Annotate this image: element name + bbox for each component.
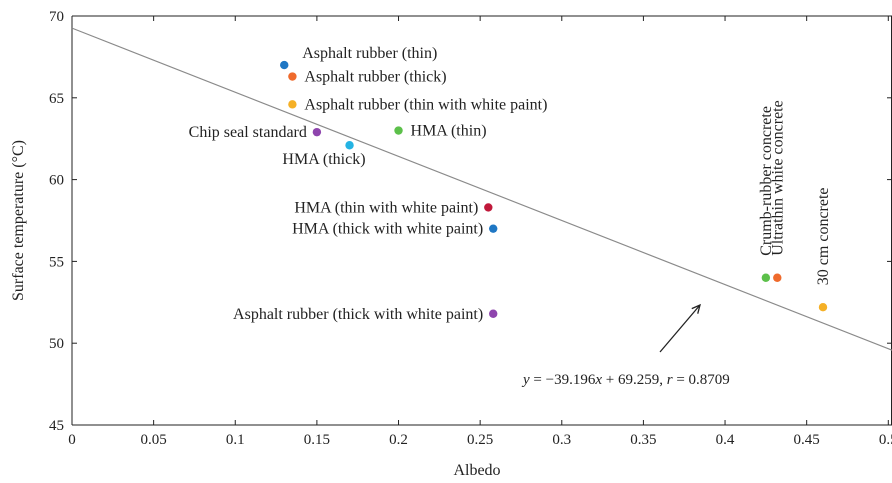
equation-part: + 69.259, [602, 372, 667, 388]
point-label: Chip seal standard [189, 124, 307, 141]
x-tick-label: 0.2 [389, 432, 408, 448]
data-points [280, 60, 828, 318]
point-label: Ultrathin white concrete [769, 100, 786, 256]
x-tick-label: 0 [68, 432, 76, 448]
data-point [489, 224, 498, 233]
point-label: Asphalt rubber (thin) [302, 45, 437, 62]
point-label: Asphalt rubber (thick) [304, 69, 446, 86]
data-point [288, 100, 297, 109]
equation-variable: y [521, 372, 530, 388]
x-tick-label: 0.45 [794, 432, 820, 448]
x-tick-label: 0.05 [141, 432, 167, 448]
annotation-arrowhead [691, 303, 701, 314]
equation-annotation: y = −39.196x + 69.259, r = 0.8709 [521, 303, 730, 388]
x-tick-label: 0.4 [716, 432, 735, 448]
regression-line [71, 27, 892, 351]
data-point [818, 303, 828, 312]
point-label: HMA (thin with white paint) [294, 199, 478, 216]
equation-variable: r [667, 372, 673, 388]
point-label: 30 cm concrete [815, 187, 832, 285]
x-tick-label: 0.35 [630, 432, 656, 448]
x-tick-label: 0.3 [552, 432, 571, 448]
point-label: Asphalt rubber (thick with white paint) [233, 306, 483, 323]
x-tick-label: 0.5 [879, 432, 892, 448]
equation-part: = 0.8709 [673, 372, 730, 388]
point-label: HMA (thick) [282, 151, 365, 168]
y-tick-label: 60 [49, 173, 64, 189]
y-tick-label: 45 [49, 418, 64, 434]
axes: 0 0.05 0.1 0.15 0.2 0.25 0.3 0.35 0.4 0.45 0.5 45 50… [10, 9, 892, 479]
point-labels: Asphalt rubber (thin) Asphalt rubber (thi… [189, 45, 832, 323]
data-point [761, 273, 771, 282]
y-tick-label: 50 [49, 336, 64, 352]
data-point [773, 273, 782, 282]
x-axis-title: Albedo [453, 462, 500, 479]
point-label: HMA (thin) [411, 123, 487, 140]
data-point [489, 309, 498, 318]
regression-line-group [71, 27, 892, 351]
data-point [345, 141, 354, 150]
y-tick-label: 65 [49, 91, 64, 107]
point-label: HMA (thick with white paint) [292, 221, 483, 238]
data-point [312, 127, 322, 137]
point-label: Asphalt rubber (thin with white paint) [304, 96, 547, 113]
point-label: Crumb-rubber concrete [758, 106, 775, 256]
annotation-arrow [659, 304, 701, 353]
x-tick-label: 0.1 [226, 432, 245, 448]
equation-part: = −39.196 [530, 372, 596, 388]
data-point [280, 60, 289, 70]
equation-text: y = −39.196x + 69.259, r = 0.8709 [521, 372, 730, 388]
data-point [288, 72, 297, 81]
y-tick-label: 70 [49, 9, 64, 25]
data-point [484, 203, 493, 212]
y-tick-label: 55 [49, 254, 64, 270]
equation-variable: x [594, 372, 602, 388]
x-tick-label: 0.15 [304, 432, 330, 448]
data-point [394, 126, 403, 135]
y-axis-title: Surface temperature (°C) [10, 140, 27, 301]
x-tick-label: 0.25 [467, 432, 493, 448]
